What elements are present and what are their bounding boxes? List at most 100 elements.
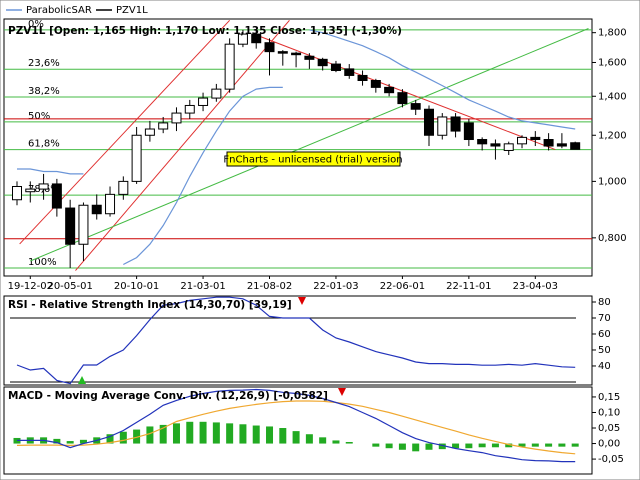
price-panel: [3, 18, 593, 277]
histogram-bar: [545, 443, 553, 447]
histogram-bar: [412, 443, 420, 452]
histogram-bar: [119, 431, 127, 444]
x-tick-label: 23-04-03: [513, 281, 558, 292]
histogram-bar: [452, 443, 460, 449]
candle-body: [556, 143, 567, 147]
histogram-bar: [398, 443, 406, 450]
histogram-bar: [425, 443, 433, 450]
candle-body: [264, 42, 275, 53]
watermark: FnCharts - unlicensed (trial) version: [223, 155, 402, 166]
x-tick-label: 21-08-02: [247, 281, 292, 292]
candle-body: [437, 116, 448, 136]
candle-body: [65, 207, 76, 245]
histogram-bar: [212, 422, 220, 444]
candle-body: [423, 108, 434, 136]
y-tick-label: 50: [598, 345, 611, 356]
histogram-bar: [186, 421, 194, 444]
histogram-bar: [518, 443, 526, 447]
rsi-plot: [10, 296, 576, 385]
legend-label: PZV1L: [116, 5, 148, 16]
candle-body: [118, 180, 129, 195]
legend-label: ParabolicSAR: [26, 5, 92, 16]
overlay: FnCharts - unlicensed (trial) version PZ…: [8, 25, 403, 402]
histogram-bar: [505, 443, 513, 448]
candle-body: [477, 139, 488, 145]
candle-body: [171, 112, 182, 124]
trend-line: [75, 20, 290, 271]
y-tick-label: 0,15: [598, 392, 620, 403]
y-tick-label: 70: [598, 313, 611, 324]
price-title: PZV1L [Open: 1,165 High: 1,170 Low: 1,13…: [8, 25, 402, 37]
candle-body: [224, 43, 235, 90]
histogram-bar: [571, 443, 579, 447]
y-tick-label: 1,800: [598, 28, 627, 39]
candle-body: [344, 68, 355, 76]
price-plot: 0%23,6%38,2%50%61,8%78,6%100%: [4, 19, 592, 271]
y-tick-label: 0,800: [598, 233, 627, 244]
candle-body: [317, 58, 328, 67]
histogram-bar: [531, 443, 539, 447]
series-line: [16, 296, 576, 385]
candle-body: [570, 142, 581, 150]
candle-body: [517, 136, 528, 145]
histogram-bar: [558, 443, 566, 447]
histogram-bar: [372, 443, 380, 447]
candle-body: [184, 104, 195, 114]
candle-body: [198, 97, 209, 106]
histogram-bar: [252, 425, 260, 444]
rsi-title: RSI - Relative Strength Index (14,30,70)…: [8, 299, 292, 311]
candle-body: [144, 128, 155, 136]
candle-body: [25, 188, 36, 193]
histogram-bar: [491, 443, 499, 448]
histogram-bar: [133, 429, 141, 444]
histogram-bar: [159, 424, 167, 444]
histogram-bar: [66, 441, 74, 444]
y-tick-label: 40: [598, 361, 611, 372]
histogram-bar: [332, 440, 340, 444]
series-line: [17, 388, 576, 463]
histogram-bar: [239, 424, 247, 444]
fibonacci-label: 38,2%: [28, 86, 60, 97]
histogram-bar: [199, 421, 207, 444]
histogram-bar: [465, 443, 473, 449]
histogram-bar: [266, 426, 274, 444]
candle-body: [450, 116, 461, 132]
histogram-bar: [106, 434, 114, 444]
candle-body: [78, 204, 89, 245]
x-tick-label: 22-06-01: [380, 281, 425, 292]
histogram-bar: [172, 423, 180, 444]
candle-body: [251, 33, 262, 44]
fibonacci-label: 100%: [28, 257, 57, 268]
x-tick-label: 22-11-01: [446, 281, 491, 292]
candle-body: [490, 143, 501, 147]
y-tick-label: 0,00: [598, 439, 620, 450]
sell-signal: [298, 297, 306, 305]
histogram-bar: [279, 428, 287, 444]
y-tick-label: 1,600: [598, 57, 627, 68]
candle-body: [304, 55, 315, 60]
macd-plot: [13, 388, 579, 463]
candle-body: [384, 86, 395, 94]
rsi-panel: [3, 295, 593, 386]
fibonacci-label: 50%: [28, 111, 50, 122]
series-line: [16, 400, 576, 455]
fibonacci-label: 61,8%: [28, 139, 60, 150]
histogram-bar: [319, 437, 327, 444]
x-tick-label: 19-12-02: [8, 281, 53, 292]
x-tick-label: 20-05-01: [47, 281, 92, 292]
y-tick-label: 0,05: [598, 423, 620, 434]
candle-body: [51, 183, 62, 209]
y-tick-label: -0,05: [598, 454, 624, 465]
buy-signal: [78, 376, 86, 384]
histogram-bar: [226, 423, 234, 444]
y-tick-label: 1,000: [598, 176, 627, 187]
y-tick-label: 1,400: [598, 91, 627, 102]
candle-body: [211, 88, 222, 99]
y-tick-label: 0,10: [598, 407, 620, 418]
y-tick-label: 1,200: [598, 130, 627, 141]
histogram-bar: [385, 443, 393, 449]
candle-body: [38, 183, 49, 190]
x-tick-label: 20-10-01: [114, 281, 159, 292]
candle-body: [463, 122, 474, 141]
